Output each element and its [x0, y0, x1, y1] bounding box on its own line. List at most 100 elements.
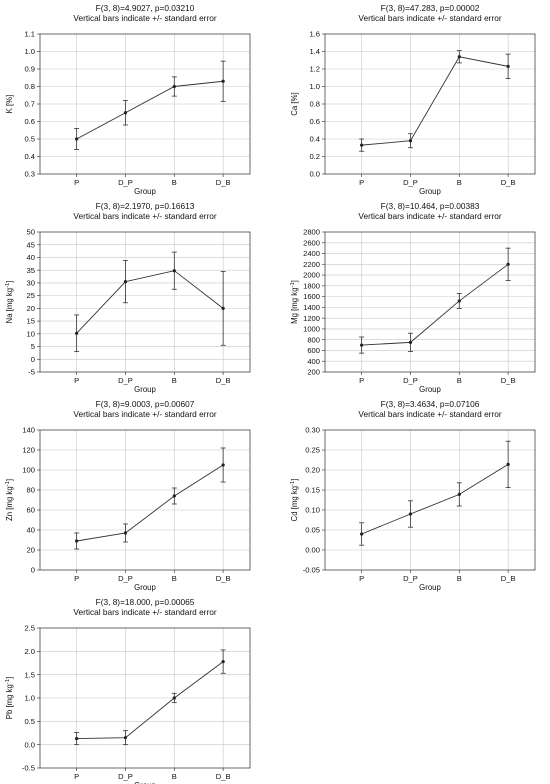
chart-subtitle: Vertical bars indicate +/- standard erro… — [73, 607, 216, 617]
chart-subtitle: Vertical bars indicate +/- standard erro… — [73, 13, 216, 23]
y-axis-label-superscript: -1 — [5, 481, 11, 486]
x-tick-label: B — [172, 376, 177, 385]
y-axis-label-tail: ] — [5, 677, 14, 679]
y-tick-label: 0.20 — [305, 466, 320, 475]
data-point — [360, 143, 364, 147]
y-tick-label: 1200 — [303, 314, 320, 323]
y-tick-label: 1800 — [303, 281, 320, 290]
data-point — [457, 492, 461, 496]
x-tick-label: B — [172, 178, 177, 187]
y-tick-label: 60 — [27, 506, 35, 515]
chart-panel-cd: F(3, 8)=3.4634, p=0.07106 Vertical bars i… — [285, 396, 550, 592]
y-tick-label: -0.05 — [303, 566, 320, 575]
series-line — [76, 464, 224, 542]
data-point — [75, 137, 79, 141]
data-point — [360, 343, 364, 347]
y-axis-label-superscript: -1 — [290, 282, 296, 287]
x-tick-label: D_P — [118, 574, 133, 583]
y-axis-label-tail: ] — [290, 280, 299, 282]
y-tick-label: 0.4 — [309, 135, 320, 144]
data-point — [123, 736, 128, 740]
y-tick-label: 1.0 — [24, 47, 35, 56]
series-line — [361, 263, 509, 346]
series-line — [76, 80, 224, 140]
x-tick-label: D_B — [216, 772, 231, 781]
plot-area-frame — [324, 429, 536, 571]
y-tick-label: 2600 — [303, 238, 320, 247]
x-tick-label: P — [359, 574, 364, 583]
y-tick-label: 0 — [31, 355, 35, 364]
y-axis-label-text: Na [mg kg — [5, 288, 14, 324]
y-tick-label: 2.5 — [24, 624, 35, 633]
y-axis-label-superscript: -1 — [5, 283, 11, 288]
y-tick-label: 100 — [22, 466, 35, 475]
y-axis-label-superscript: -1 — [290, 481, 296, 486]
y-tick-label: 1.6 — [309, 30, 320, 39]
chart-subtitle: Vertical bars indicate +/- standard erro… — [73, 409, 216, 419]
y-tick-label: 0.0 — [24, 740, 35, 749]
y-tick-label: 0.4 — [24, 152, 35, 161]
x-tick-label: P — [74, 376, 79, 385]
y-tick-label: 200 — [307, 368, 320, 377]
y-tick-label: 0.30 — [305, 426, 320, 435]
y-tick-label: 0.8 — [309, 100, 320, 109]
y-tick-label: 400 — [307, 357, 320, 366]
y-tick-label: 120 — [22, 446, 35, 455]
series-line — [76, 270, 224, 334]
chart-panel-pb: F(3, 8)=18.000, p=0.00065 Vertical bars i… — [0, 594, 265, 784]
y-axis-label: Ca [%] — [290, 92, 299, 115]
y-axis-label-text: K [%] — [5, 95, 14, 114]
y-tick-label: 1.4 — [309, 47, 320, 56]
data-point — [172, 696, 176, 700]
data-point — [506, 462, 510, 466]
data-point — [457, 55, 461, 59]
series-line — [76, 661, 224, 740]
y-tick-label: 0.6 — [309, 117, 320, 126]
y-tick-label: 600 — [307, 346, 320, 355]
x-tick-label: B — [457, 178, 462, 187]
x-tick-label: P — [359, 376, 364, 385]
y-axis-label-text: Pb [mg kg — [5, 684, 14, 719]
y-tick-label: 0.9 — [24, 65, 35, 74]
y-tick-label: 0.0 — [309, 170, 320, 179]
y-tick-label: 2000 — [303, 271, 320, 280]
y-tick-label: 0.3 — [24, 170, 35, 179]
chart-subtitle: Vertical bars indicate +/- standard erro… — [358, 409, 501, 419]
x-tick-label: D_B — [216, 376, 231, 385]
y-tick-label: 1.0 — [24, 694, 35, 703]
y-tick-label: 25 — [27, 291, 35, 300]
x-tick-label: B — [172, 574, 177, 583]
y-axis-label: Mg [mg kg-1] — [290, 280, 299, 324]
y-tick-label: 30 — [27, 279, 35, 288]
y-tick-label: 0.00 — [305, 546, 320, 555]
y-tick-label: 20 — [27, 304, 35, 313]
y-axis-label: Na [mg kg-1] — [5, 281, 14, 324]
y-tick-label: 0.8 — [24, 82, 35, 91]
y-tick-label: 1000 — [303, 325, 320, 334]
data-point — [123, 111, 128, 115]
chart-panel-zn: F(3, 8)=9.0003, p=0.00607 Vertical bars i… — [0, 396, 265, 592]
chart-panel-na: F(3, 8)=2.1970, p=0.16613 Vertical bars i… — [0, 198, 265, 394]
chart-panel-k: F(3, 8)=4.9027, p=0.03210 Vertical bars i… — [0, 0, 265, 196]
x-tick-label: D_P — [118, 772, 133, 781]
x-tick-label: P — [359, 178, 364, 187]
y-tick-label: 1400 — [303, 303, 320, 312]
y-tick-label: 0.25 — [305, 446, 320, 455]
x-axis-label: Group — [134, 385, 156, 394]
data-point — [506, 262, 510, 266]
y-tick-label: 40 — [27, 253, 35, 262]
data-point — [221, 463, 225, 467]
data-point — [75, 331, 79, 335]
y-tick-label: 2400 — [303, 249, 320, 258]
x-axis-label: Group — [419, 187, 441, 196]
y-axis-label: Pb [mg kg-1] — [5, 677, 14, 719]
y-tick-label: 15 — [27, 317, 35, 326]
y-tick-label: 1.5 — [24, 670, 35, 679]
plot-area-frame — [39, 429, 251, 571]
x-axis-label: Group — [134, 187, 156, 196]
x-tick-label: D_B — [501, 178, 516, 187]
